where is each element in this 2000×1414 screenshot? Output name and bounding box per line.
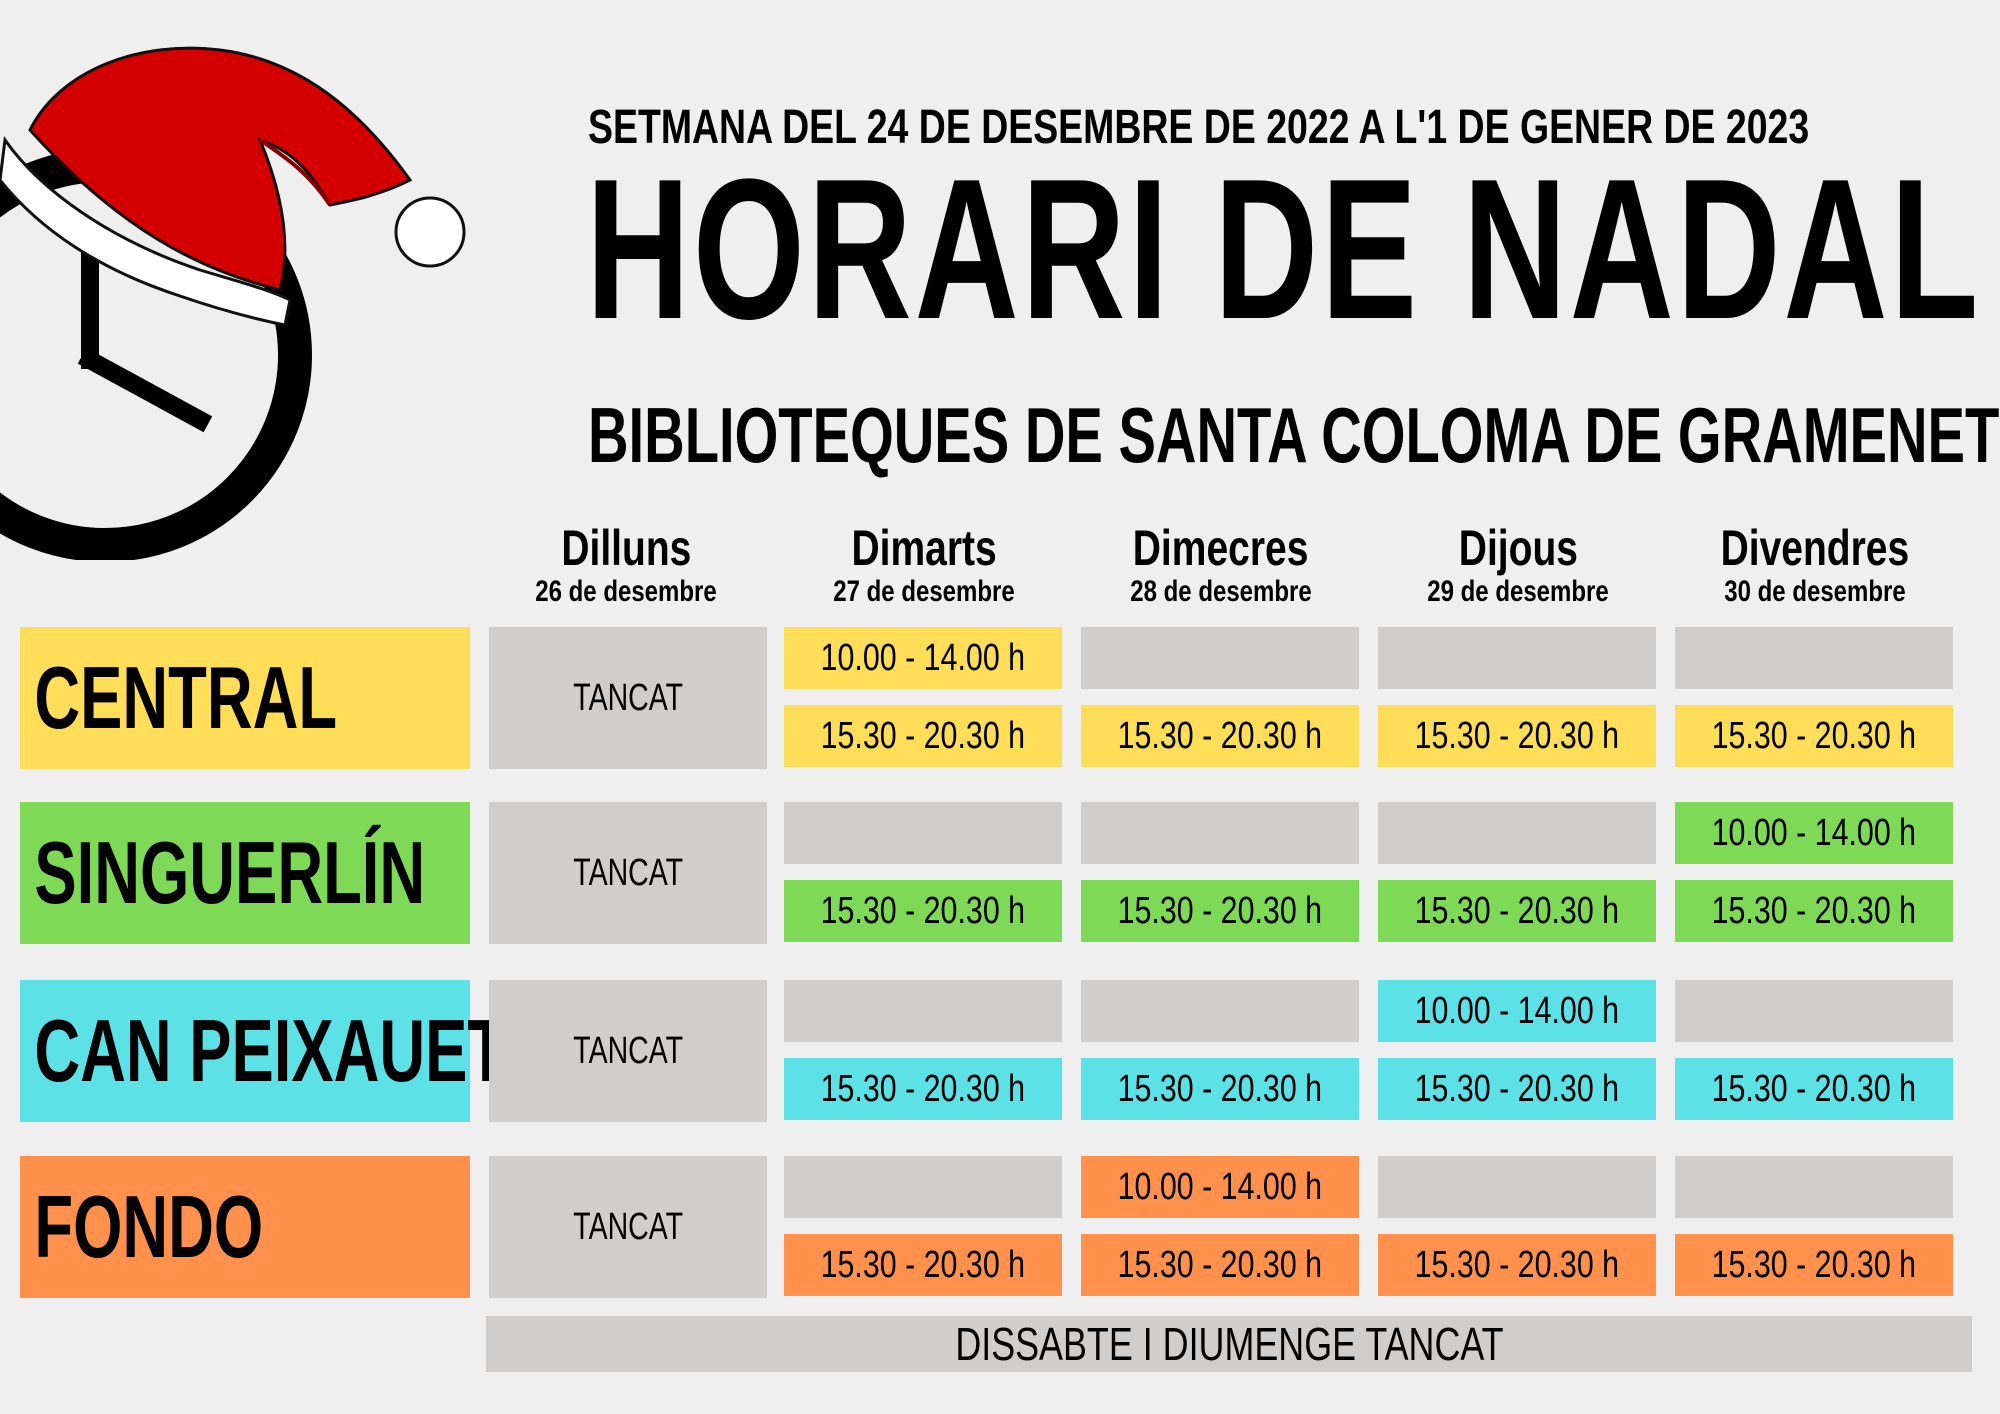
library-label: SINGUERLÍN [20, 802, 470, 944]
morning-slot [784, 802, 1062, 864]
monday-closed-cell: TANCAT [489, 627, 767, 769]
afternoon-slot: 15.30 - 20.30 h [1675, 1058, 1953, 1120]
afternoon-slot: 15.30 - 20.30 h [1378, 705, 1656, 767]
slot-time: 15.30 - 20.30 h [820, 889, 1026, 932]
afternoon-slot: 15.30 - 20.30 h [784, 705, 1062, 767]
morning-slot [784, 980, 1062, 1042]
day-header-tuesday: Dimarts 27 de desembre [784, 520, 1064, 608]
morning-slot [1378, 1156, 1656, 1218]
morning-slot: 10.00 - 14.00 h [1081, 1156, 1359, 1218]
morning-slot [1081, 802, 1359, 864]
day-name: Divendres [1720, 520, 1910, 576]
closed-text: TANCAT [573, 676, 683, 719]
day-header-thursday: Dijous 29 de desembre [1378, 520, 1658, 608]
afternoon-slot: 15.30 - 20.30 h [1378, 1058, 1656, 1120]
slot-time: 15.30 - 20.30 h [820, 714, 1026, 757]
morning-slot [1081, 627, 1359, 689]
monday-closed-cell: TANCAT [489, 802, 767, 944]
afternoon-slot: 15.30 - 20.30 h [1675, 1234, 1953, 1296]
slot-time: 15.30 - 20.30 h [820, 1243, 1026, 1286]
library-name: CAN PEIXAUET [34, 1001, 507, 1100]
slot-time: 10.00 - 14.00 h [1117, 1165, 1323, 1208]
slot-time: 15.30 - 20.30 h [1117, 1243, 1323, 1286]
day-name: Dijous [1458, 520, 1578, 576]
slot-time: 10.00 - 14.00 h [1414, 989, 1620, 1032]
slot-time: 15.30 - 20.30 h [820, 1067, 1026, 1110]
afternoon-slot: 15.30 - 20.30 h [1675, 705, 1953, 767]
monday-closed-cell: TANCAT [489, 1156, 767, 1298]
libraries-subtitle: BIBLIOTEQUES DE SANTA COLOMA DE GRAMENET [588, 391, 2000, 479]
afternoon-slot: 15.30 - 20.30 h [1081, 1058, 1359, 1120]
day-name: Dimarts [851, 520, 997, 576]
day-name: Dimecres [1133, 520, 1309, 576]
morning-slot [1378, 627, 1656, 689]
clock-with-santa-hat-icon [0, 46, 466, 560]
library-name: SINGUERLÍN [34, 823, 426, 922]
slot-time: 15.30 - 20.30 h [1117, 1067, 1323, 1110]
afternoon-slot: 15.30 - 20.30 h [784, 1234, 1062, 1296]
closed-text: TANCAT [573, 851, 683, 894]
day-header-friday: Divendres 30 de desembre [1675, 520, 1955, 608]
day-date: 28 de desembre [1130, 575, 1312, 608]
slot-time: 15.30 - 20.30 h [1414, 1243, 1620, 1286]
afternoon-slot: 15.30 - 20.30 h [1081, 880, 1359, 942]
santa-hat-icon [0, 46, 466, 327]
weekend-closed-banner: DISSABTE I DIUMENGE TANCAT [486, 1316, 1972, 1372]
day-date: 30 de desembre [1724, 575, 1906, 608]
slot-time: 15.30 - 20.30 h [1711, 889, 1917, 932]
afternoon-slot: 15.30 - 20.30 h [1081, 1234, 1359, 1296]
afternoon-slot: 15.30 - 20.30 h [1378, 880, 1656, 942]
weekend-closed-text: DISSABTE I DIUMENGE TANCAT [954, 1318, 1504, 1370]
slot-time: 15.30 - 20.30 h [1711, 1067, 1917, 1110]
day-date: 29 de desembre [1427, 575, 1609, 608]
monday-closed-cell: TANCAT [489, 980, 767, 1122]
day-header-monday: Dilluns 26 de desembre [486, 520, 766, 608]
morning-slot [1675, 980, 1953, 1042]
closed-text: TANCAT [573, 1205, 683, 1248]
morning-slot: 10.00 - 14.00 h [784, 627, 1062, 689]
afternoon-slot: 15.30 - 20.30 h [784, 1058, 1062, 1120]
slot-time: 15.30 - 20.30 h [1117, 714, 1323, 757]
slot-time: 15.30 - 20.30 h [1414, 1067, 1620, 1110]
afternoon-slot: 15.30 - 20.30 h [784, 880, 1062, 942]
slot-time: 15.30 - 20.30 h [1711, 1243, 1917, 1286]
library-label: FONDO [20, 1156, 470, 1298]
library-label: CAN PEIXAUET [20, 980, 506, 1122]
page-title: HORARI DE NADAL [586, 138, 1982, 361]
library-name: FONDO [34, 1177, 264, 1276]
library-label: CENTRAL [20, 627, 470, 769]
day-date: 26 de desembre [535, 575, 717, 608]
slot-time: 15.30 - 20.30 h [1414, 889, 1620, 932]
morning-slot [1081, 980, 1359, 1042]
slot-time: 10.00 - 14.00 h [820, 636, 1026, 679]
morning-slot [1675, 1156, 1953, 1218]
afternoon-slot: 15.30 - 20.30 h [1378, 1234, 1656, 1296]
slot-time: 15.30 - 20.30 h [1414, 714, 1620, 757]
morning-slot: 10.00 - 14.00 h [1378, 980, 1656, 1042]
slot-time: 10.00 - 14.00 h [1711, 811, 1917, 854]
morning-slot: 10.00 - 14.00 h [1675, 802, 1953, 864]
morning-slot [1675, 627, 1953, 689]
morning-slot [1378, 802, 1656, 864]
slot-time: 15.30 - 20.30 h [1711, 714, 1917, 757]
library-name: CENTRAL [34, 648, 338, 747]
day-header-wednesday: Dimecres 28 de desembre [1081, 520, 1361, 608]
afternoon-slot: 15.30 - 20.30 h [1081, 705, 1359, 767]
day-name: Dilluns [560, 520, 692, 576]
day-date: 27 de desembre [833, 575, 1015, 608]
slot-time: 15.30 - 20.30 h [1117, 889, 1323, 932]
afternoon-slot: 15.30 - 20.30 h [1675, 880, 1953, 942]
week-subtitle: SETMANA DEL 24 DE DESEMBRE DE 2022 A L'1… [588, 101, 1810, 154]
closed-text: TANCAT [573, 1029, 683, 1072]
morning-slot [784, 1156, 1062, 1218]
